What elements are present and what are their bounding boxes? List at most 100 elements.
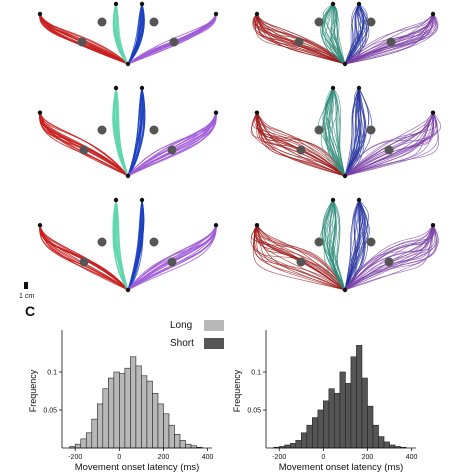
- trajectory-line: [252, 225, 346, 291]
- scale-bar-label: 1 cm: [19, 293, 34, 300]
- trajectory-line: [344, 3, 365, 65]
- trajectory-line: [328, 87, 346, 177]
- trajectory-line: [344, 3, 360, 65]
- trajectory-line: [344, 13, 434, 65]
- histogram-bar: [130, 356, 137, 449]
- target-marker: [330, 1, 336, 7]
- start-marker: [342, 173, 348, 179]
- via-point-disc: [314, 125, 324, 135]
- histogram-bar: [289, 443, 297, 449]
- histogram-bar: [295, 440, 302, 449]
- trajectory-panel: [37, 197, 219, 293]
- trajectory-line: [39, 112, 129, 177]
- trajectory-line: [39, 112, 129, 177]
- histogram-bar: [146, 380, 153, 449]
- trajectory-line: [127, 87, 143, 177]
- trajectory-line: [115, 199, 129, 291]
- target-marker: [254, 223, 260, 228]
- target-marker: [430, 223, 436, 228]
- target-marker: [213, 11, 219, 17]
- legend-label-short: Short: [170, 338, 194, 349]
- histogram-bar: [96, 403, 104, 449]
- x-tick-label: 400: [202, 454, 214, 461]
- trajectory-line: [328, 87, 346, 177]
- trajectory-line: [256, 13, 346, 65]
- histogram-bar: [383, 441, 390, 449]
- trajectory-line: [127, 112, 217, 177]
- histogram-bar: [157, 403, 164, 449]
- histogram-bar: [323, 400, 330, 449]
- y-tick-label: 0.05: [247, 408, 261, 415]
- via-point-disc: [384, 145, 394, 155]
- y-tick-label: 0.1: [47, 370, 57, 377]
- trajectory-line: [127, 87, 146, 177]
- legend: Long Short: [170, 320, 224, 349]
- histogram-bar: [185, 443, 192, 449]
- trajectory-line: [344, 225, 434, 291]
- target-marker: [330, 197, 336, 203]
- trajectory-line: [256, 225, 346, 291]
- histogram-bar: [367, 405, 374, 449]
- trajectory-line: [326, 87, 346, 177]
- histogram-bar: [91, 418, 98, 449]
- target-marker: [213, 223, 219, 228]
- histogram-bar: [284, 444, 291, 449]
- trajectory-line: [114, 3, 129, 65]
- x-tick-label: 0: [321, 454, 325, 461]
- trajectory-line: [344, 225, 434, 291]
- trajectory-line: [39, 225, 129, 291]
- histogram-bar: [372, 424, 379, 449]
- trajectory-line: [344, 87, 367, 177]
- histogram-bar: [74, 443, 82, 449]
- trajectory-line: [344, 225, 434, 291]
- trajectory-line: [321, 199, 346, 291]
- trajectory-line: [344, 13, 439, 65]
- trajectory-line: [344, 13, 434, 65]
- trajectory-panels: [37, 1, 441, 293]
- trajectory-panel: [37, 1, 219, 67]
- trajectory-line: [344, 112, 434, 177]
- target-marker: [213, 110, 219, 115]
- target-marker: [356, 197, 362, 203]
- trajectory-line: [344, 225, 439, 291]
- trajectory-line: [127, 225, 217, 291]
- trajectory-line: [254, 13, 346, 65]
- trajectory-line: [250, 225, 346, 291]
- histogram-panels: -200 0 200 400 0.05 0.1 Movement onset latency…: [28, 330, 418, 473]
- target-marker: [330, 85, 336, 91]
- trajectory-line: [344, 112, 438, 177]
- trajectory-line: [127, 199, 144, 291]
- trajectory-line: [323, 87, 346, 177]
- target-marker: [356, 1, 362, 7]
- x-tick-label: 400: [406, 454, 418, 461]
- trajectory-panel: [252, 1, 439, 67]
- trajectory-line: [127, 87, 144, 177]
- target-marker: [37, 11, 43, 17]
- via-point-disc: [167, 257, 177, 267]
- histogram-short: -200 0 200 400 0.05 0.1 Movement onset latency…: [232, 330, 418, 473]
- histogram-bar: [113, 371, 120, 449]
- x-tick-label: -200: [68, 454, 82, 461]
- trajectory-line: [331, 87, 346, 177]
- trajectory-line: [256, 13, 346, 65]
- trajectory-line: [344, 13, 436, 65]
- trajectory-line: [344, 225, 434, 291]
- histogram-bar: [152, 392, 159, 449]
- trajectory-line: [115, 87, 129, 177]
- target-marker: [430, 11, 436, 17]
- legend-label-long: Long: [170, 320, 192, 331]
- histogram-bar: [345, 383, 352, 449]
- trajectory-line: [344, 87, 366, 177]
- via-point-disc: [149, 17, 159, 27]
- histogram-bar: [179, 440, 186, 449]
- trajectory-panel: [37, 85, 219, 179]
- via-point-disc: [294, 37, 304, 47]
- histogram-bar: [141, 375, 148, 449]
- trajectory-line: [344, 112, 438, 177]
- trajectory-line: [253, 225, 346, 291]
- trajectory-line: [251, 112, 346, 177]
- histogram-bar: [328, 388, 335, 449]
- target-marker: [139, 85, 145, 91]
- trajectory-line: [344, 112, 434, 177]
